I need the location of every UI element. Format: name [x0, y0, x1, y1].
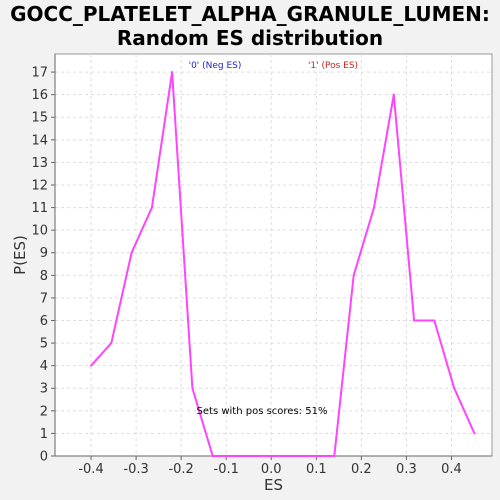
y-tick-label: 5	[40, 337, 48, 352]
x-tick-label: -0.3	[123, 462, 148, 477]
data-point	[352, 274, 355, 277]
y-tick-label: 14	[31, 133, 48, 148]
y-tick-label: 9	[40, 246, 48, 261]
x-tick-label: -0.4	[78, 462, 103, 477]
data-point	[333, 455, 336, 457]
series-line	[90, 71, 476, 457]
data-point	[413, 319, 416, 322]
y-tick-label: 11	[31, 201, 48, 216]
y-tick-label: 7	[40, 291, 48, 306]
legend-pos-es: '1' (Pos ES)	[308, 61, 358, 71]
pos-score-annotation: Sets with pos scores: 51%	[197, 406, 328, 417]
x-tick-label: 0.4	[441, 462, 462, 477]
legend-neg-es: '0' (Neg ES)	[189, 61, 242, 71]
plot-background	[54, 53, 493, 457]
data-point	[90, 364, 93, 367]
y-tick-label: 17	[31, 66, 48, 81]
y-tick-label: 1	[40, 427, 48, 442]
data-point	[231, 455, 234, 457]
data-point	[433, 319, 436, 322]
data-point	[252, 455, 255, 457]
grid	[55, 54, 492, 457]
data-point	[372, 206, 375, 209]
y-tick-label: 4	[40, 359, 48, 374]
chart-title: GOCC_PLATELET_ALPHA_GRANULE_LUMEN: Rando…	[0, 2, 500, 50]
series-layer	[90, 71, 476, 457]
x-axis-label: ES	[264, 476, 283, 494]
y-tick-label: 3	[40, 382, 48, 397]
data-point	[171, 71, 174, 74]
data-point	[313, 455, 316, 457]
y-tick-label: 6	[40, 314, 48, 329]
y-tick-label: 13	[31, 156, 48, 171]
x-tick-label: 0.3	[396, 462, 417, 477]
y-tick-label: 15	[31, 111, 48, 126]
chart-title-line1: GOCC_PLATELET_ALPHA_GRANULE_LUMEN:	[10, 2, 490, 26]
chart-title-line2: Random ES distribution	[116, 26, 384, 50]
data-point	[392, 93, 395, 96]
x-tick-label: -0.1	[214, 462, 239, 477]
data-point	[453, 387, 456, 390]
y-tick-label: 0	[40, 450, 48, 465]
data-point	[473, 432, 476, 435]
y-tick-label: 2	[40, 404, 48, 419]
y-tick-label: 8	[40, 269, 48, 284]
data-point	[110, 342, 113, 345]
x-tick-label: 0.2	[351, 462, 372, 477]
y-tick-label: 12	[31, 178, 48, 193]
data-point	[292, 455, 295, 457]
data-point	[272, 455, 275, 457]
data-point	[191, 387, 194, 390]
x-tick-label: 0.1	[306, 462, 327, 477]
data-point	[130, 251, 133, 254]
y-tick-label: 10	[31, 224, 48, 239]
x-tick-label: 0.0	[261, 462, 282, 477]
data-point	[150, 206, 153, 209]
y-tick-label: 16	[31, 88, 48, 103]
y-axis-label: P(ES)	[11, 235, 29, 275]
data-point	[211, 455, 214, 457]
x-tick-label: -0.2	[168, 462, 193, 477]
